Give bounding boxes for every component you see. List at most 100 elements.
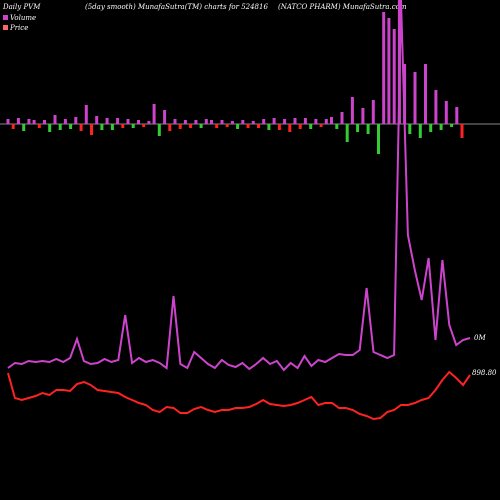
volume-bar [408, 124, 412, 134]
volume-bar [418, 124, 422, 138]
volume-bar [183, 120, 187, 124]
volume-bar [387, 18, 391, 124]
volume-bar [116, 118, 120, 124]
volume-bar [152, 104, 156, 124]
volume-bar [371, 100, 375, 124]
volume-bar [173, 119, 177, 124]
volume-bar [84, 105, 88, 124]
volume-bar [215, 124, 219, 128]
volume-bar [382, 12, 386, 124]
legend-swatch-price [3, 25, 8, 30]
volume-bar [350, 97, 354, 124]
volume-bar [194, 120, 198, 124]
volume-bar [361, 108, 365, 124]
volume-bar [424, 64, 427, 124]
volume-bar [6, 119, 10, 124]
volume-bar [450, 124, 454, 127]
volume-bar [142, 124, 146, 127]
volume-bar [131, 124, 135, 128]
volume-bar [74, 117, 78, 124]
volume-bar [429, 124, 433, 132]
volume-bar [37, 124, 41, 128]
volume-bar [16, 118, 20, 124]
volume-line [7, 0, 471, 372]
volume-bar [126, 119, 130, 124]
volume-bar [157, 124, 161, 136]
volume-bar [58, 124, 62, 130]
volume-bar [53, 115, 57, 124]
volume-bar [43, 120, 46, 124]
volume-bar [90, 124, 93, 135]
volume-bar [277, 124, 281, 130]
volume-bar [11, 124, 15, 129]
volume-bar [330, 117, 333, 124]
header-left: Daily PVM [2, 3, 41, 11]
volume-bar [121, 124, 125, 128]
volume-bar [283, 119, 287, 124]
volume-bar [267, 124, 271, 130]
volume-end-label: 0M [474, 334, 486, 342]
volume-bar [168, 124, 172, 131]
volume-bar [345, 124, 349, 142]
volume-bar [366, 124, 370, 134]
header-center-left: (5day smooth) MunafaSutra(TM) charts for… [85, 3, 268, 11]
volume-bar [262, 119, 266, 124]
volume-bar [298, 124, 302, 129]
volume-bar [392, 29, 396, 124]
volume-bar [319, 124, 323, 127]
volume-bar [335, 124, 339, 129]
volume-bar [324, 119, 328, 124]
volume-bar [100, 124, 104, 130]
volume-bar [251, 121, 255, 124]
volume-bar [27, 119, 31, 124]
volume-bar [314, 119, 318, 124]
volume-bar [163, 110, 167, 124]
volume-bar [434, 90, 438, 124]
price-line [7, 370, 471, 421]
volume-bar [225, 124, 229, 127]
volume-bar [377, 124, 380, 154]
volume-bar [105, 118, 109, 124]
volume-bar [460, 124, 464, 138]
volume-bar [79, 124, 83, 131]
volume-bar [22, 124, 26, 131]
volume-bar [236, 124, 240, 129]
volume-bar [356, 124, 360, 132]
volume-bar [199, 124, 203, 128]
volume-bar [48, 124, 52, 132]
volume-bar [413, 72, 417, 124]
volume-bar [210, 120, 213, 124]
volume-bar [455, 107, 459, 124]
price-end-label: 898.80 [472, 369, 497, 377]
header-center-right: (NATCO PHARM) MunafaSutra.com [278, 3, 407, 11]
volume-bar [32, 120, 36, 124]
volume-bar [178, 124, 182, 129]
volume-bar [439, 124, 443, 130]
volume-bar [220, 120, 224, 124]
legend-swatch-volume [3, 15, 8, 20]
volume-bar [137, 120, 140, 124]
legend-label-price: Price [9, 24, 28, 32]
legend-label-volume: Volume [10, 14, 36, 22]
volume-bar [288, 124, 292, 132]
volume-bar [444, 101, 448, 124]
volume-bar [110, 124, 114, 130]
volume-bar [309, 124, 313, 129]
volume-bar [189, 124, 193, 128]
volume-bar [272, 118, 276, 124]
volume-bar [63, 119, 67, 124]
volume-bar [95, 116, 99, 124]
volume-bar [147, 121, 151, 124]
volume-bar [293, 118, 297, 124]
volume-bar [204, 119, 208, 124]
volume-bar [257, 124, 260, 128]
volume-bar [340, 112, 344, 124]
volume-bars [6, 0, 464, 154]
volume-bar [241, 120, 245, 124]
volume-bar [303, 118, 307, 124]
volume-bar [230, 121, 234, 124]
volume-bar [69, 124, 73, 129]
volume-bar [246, 124, 250, 128]
